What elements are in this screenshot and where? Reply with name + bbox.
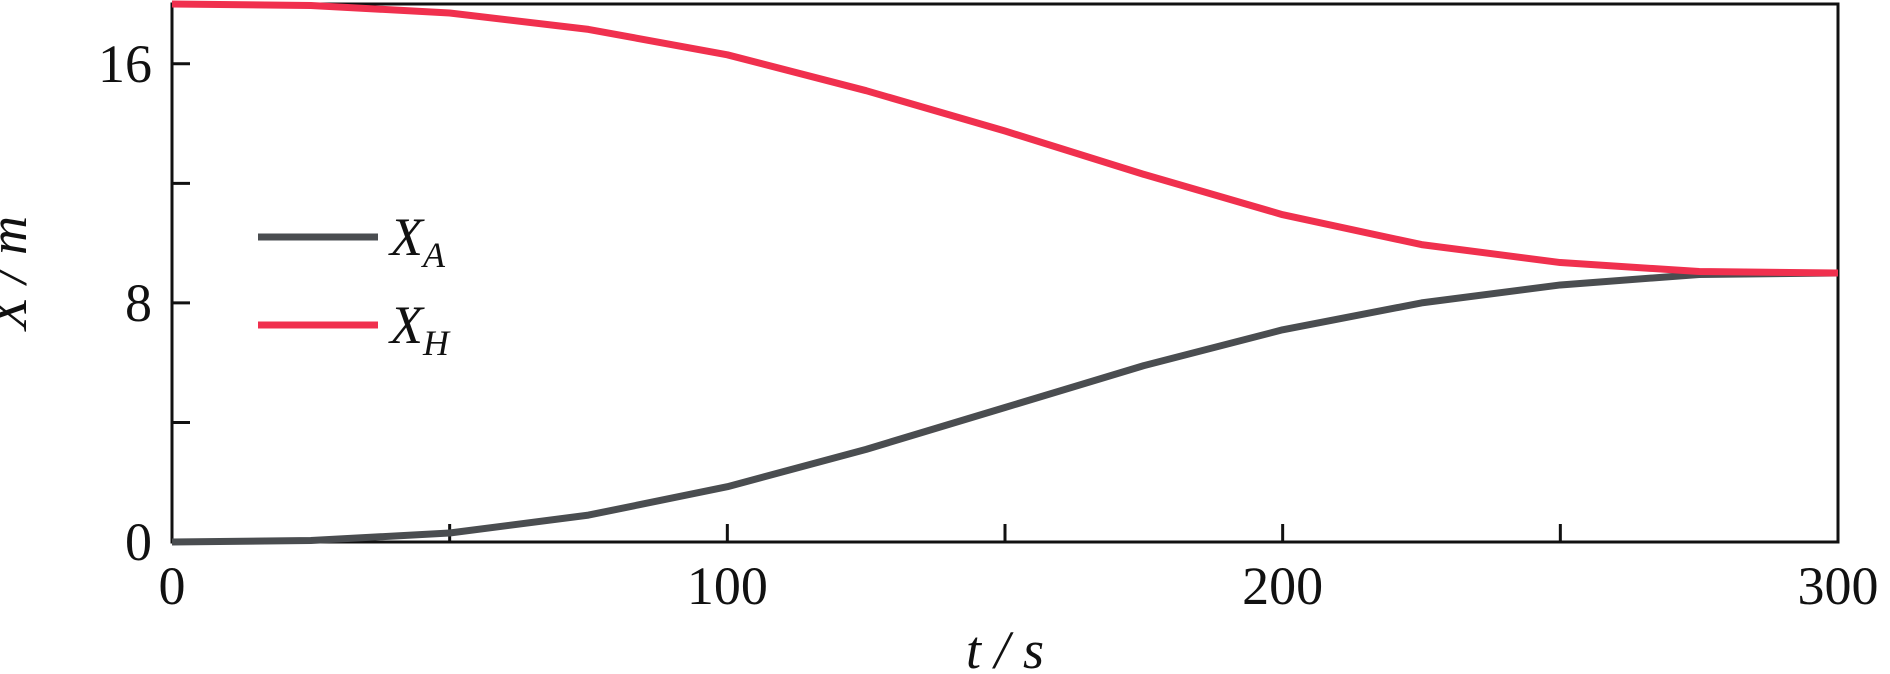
- y-axis-label: X / m: [0, 216, 38, 332]
- x-axis-label: t / s: [966, 620, 1044, 674]
- y-tick-label: 16: [98, 34, 152, 94]
- legend-label: XH: [388, 295, 451, 363]
- x-tick-label: 300: [1798, 556, 1879, 616]
- x-tick-label: 100: [687, 556, 768, 616]
- legend-label: XA: [388, 207, 446, 275]
- line-series: [171, 0, 1839, 277]
- y-tick-label: 8: [125, 273, 152, 333]
- y-tick-label: 0: [125, 512, 152, 572]
- x-tick-label: 200: [1242, 556, 1323, 616]
- line-series: [171, 269, 1839, 546]
- x-tick-label: 0: [159, 556, 186, 616]
- plot-frame: [170, 2, 1840, 544]
